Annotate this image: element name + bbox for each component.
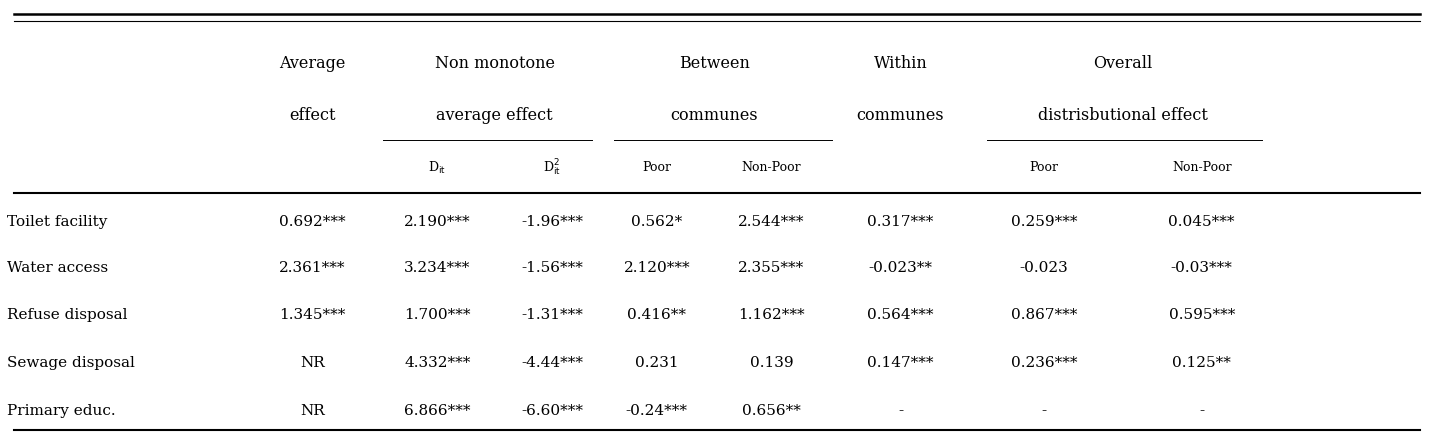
Text: Toilet facility: Toilet facility [7,214,108,228]
Text: 1.345***: 1.345*** [280,308,346,322]
Text: 0.139: 0.139 [750,355,793,369]
Text: 0.416**: 0.416** [627,308,687,322]
Text: -0.023: -0.023 [1020,260,1068,274]
Text: effect: effect [290,106,336,124]
Text: 2.190***: 2.190*** [404,214,470,228]
Text: 0.125**: 0.125** [1172,355,1232,369]
Text: 2.361***: 2.361*** [280,260,346,274]
Text: 0.656**: 0.656** [741,403,802,417]
Text: 4.332***: 4.332*** [404,355,470,369]
Text: 0.562*: 0.562* [631,214,683,228]
Text: 2.355***: 2.355*** [739,260,804,274]
Text: 0.045***: 0.045*** [1169,214,1235,228]
Text: average effect: average effect [436,106,554,124]
Text: communes: communes [856,106,945,124]
Text: 2.544***: 2.544*** [739,214,804,228]
Text: Between: Between [678,54,750,72]
Text: Primary educ.: Primary educ. [7,403,116,417]
Text: NR: NR [300,403,326,417]
Text: Non-Poor: Non-Poor [741,161,802,174]
Text: -6.60***: -6.60*** [521,403,584,417]
Text: 0.692***: 0.692*** [280,214,346,228]
Text: NR: NR [300,355,326,369]
Text: Water access: Water access [7,260,109,274]
Text: communes: communes [670,106,759,124]
Text: Within: Within [873,54,928,72]
Text: -: - [1199,403,1205,417]
Text: 0.231: 0.231 [635,355,678,369]
Text: D$_{\rm it}$: D$_{\rm it}$ [429,159,446,175]
Text: 0.147***: 0.147*** [868,355,934,369]
Text: -1.96***: -1.96*** [521,214,584,228]
Text: 6.866***: 6.866*** [404,403,470,417]
Text: Refuse disposal: Refuse disposal [7,308,128,322]
Text: 0.317***: 0.317*** [868,214,934,228]
Text: distrisbutional effect: distrisbutional effect [1038,106,1207,124]
Text: Poor: Poor [642,161,671,174]
Text: 0.867***: 0.867*** [1011,308,1077,322]
Text: -0.24***: -0.24*** [625,403,688,417]
Text: Poor: Poor [1030,161,1058,174]
Text: D$_{\rm it}^{2}$: D$_{\rm it}^{2}$ [543,157,561,177]
Text: Sewage disposal: Sewage disposal [7,355,135,369]
Text: Average: Average [280,54,346,72]
Text: Non-Poor: Non-Poor [1172,161,1232,174]
Text: 1.700***: 1.700*** [404,308,470,322]
Text: -0.03***: -0.03*** [1170,260,1233,274]
Text: 0.236***: 0.236*** [1011,355,1077,369]
Text: 3.234***: 3.234*** [404,260,470,274]
Text: 2.120***: 2.120*** [624,260,690,274]
Text: -4.44***: -4.44*** [521,355,584,369]
Text: 1.162***: 1.162*** [739,308,804,322]
Text: Non monotone: Non monotone [435,54,555,72]
Text: -: - [1041,403,1047,417]
Text: 0.259***: 0.259*** [1011,214,1077,228]
Text: -1.31***: -1.31*** [521,308,584,322]
Text: -1.56***: -1.56*** [521,260,584,274]
Text: -: - [898,403,903,417]
Text: Overall: Overall [1093,54,1153,72]
Text: -0.023**: -0.023** [869,260,932,274]
Text: 0.595***: 0.595*** [1169,308,1235,322]
Text: 0.564***: 0.564*** [868,308,934,322]
